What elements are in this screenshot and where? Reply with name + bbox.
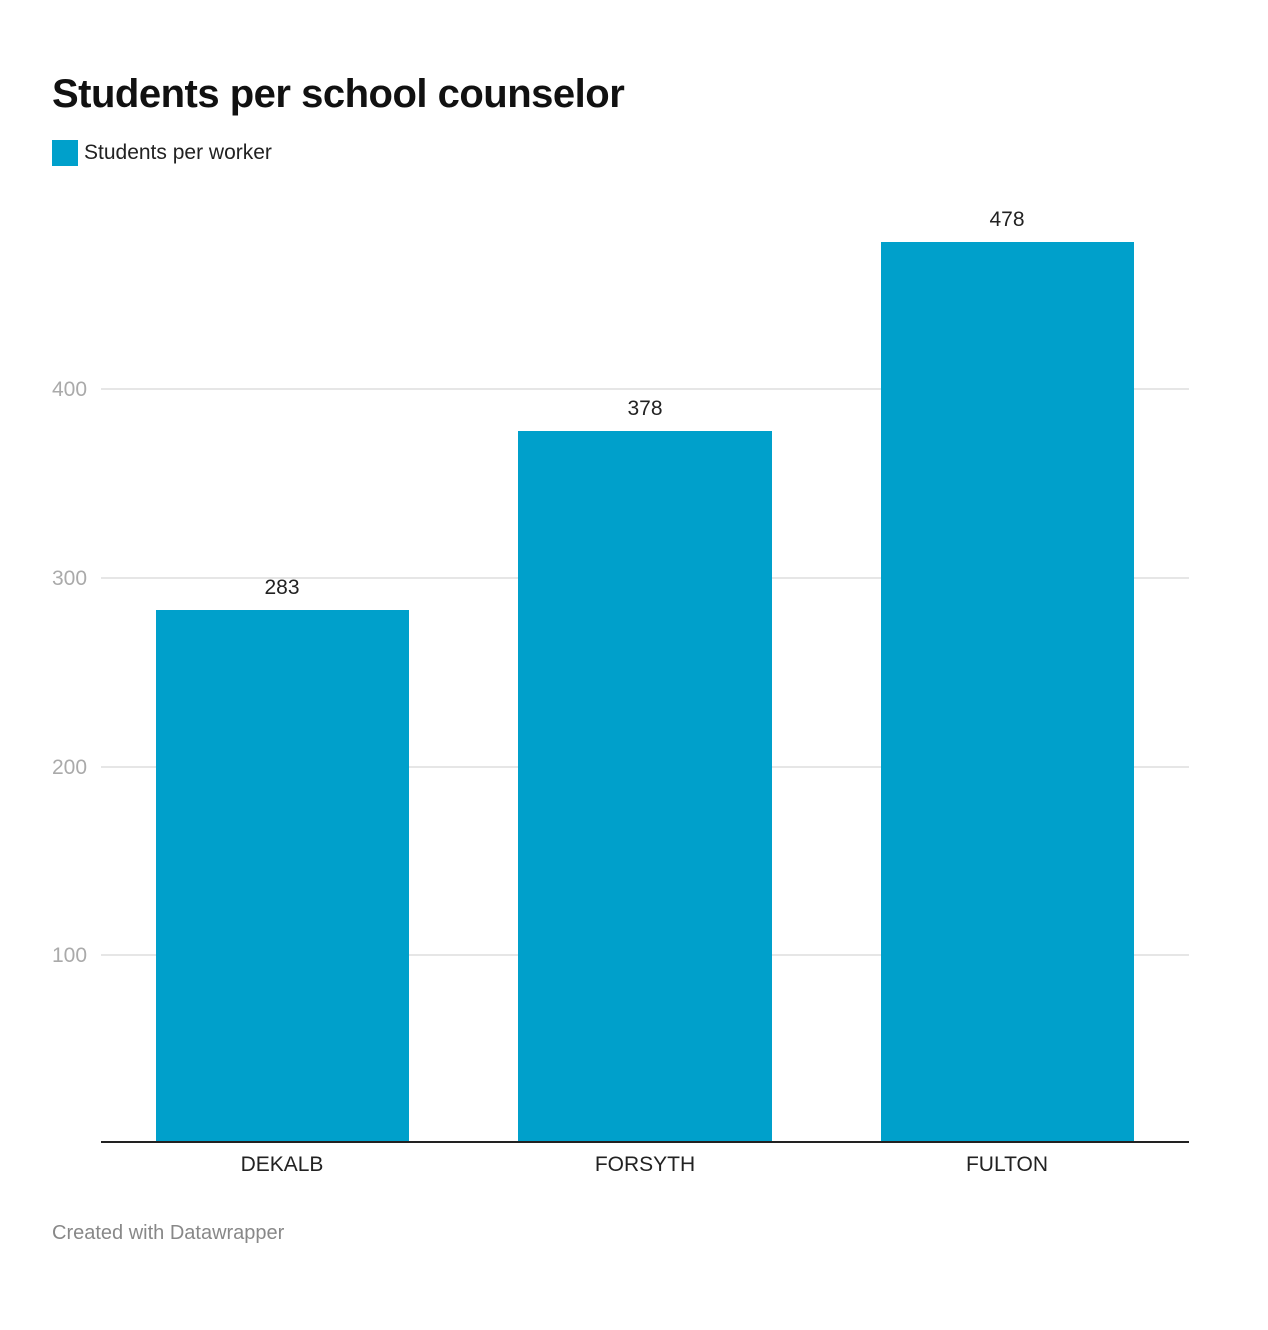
gridline-400 xyxy=(101,388,1189,390)
bar-value-label: 478 xyxy=(989,208,1025,231)
bar-forsyth[interactable] xyxy=(518,431,772,1142)
x-tick-label: FULTON xyxy=(965,1153,1049,1176)
bar-value-label: 283 xyxy=(264,576,300,599)
chart-title: Students per school counselor xyxy=(52,72,625,116)
x-tick-label: DEKALB xyxy=(240,1153,324,1176)
bar-value-label: 378 xyxy=(627,397,663,420)
y-tick-label: 100 xyxy=(52,944,88,967)
legend-label: Students per worker xyxy=(84,141,272,164)
x-tick-label: FORSYTH xyxy=(594,1153,696,1176)
x-axis-line xyxy=(101,1141,1189,1143)
bar-fulton[interactable] xyxy=(881,242,1134,1142)
y-tick-label: 200 xyxy=(52,756,88,779)
legend-swatch-icon xyxy=(52,140,78,166)
y-tick-label: 300 xyxy=(52,567,88,590)
legend: Students per worker xyxy=(52,140,272,166)
y-tick-label: 400 xyxy=(52,378,88,401)
footer-credit: Created with Datawrapper xyxy=(52,1222,285,1244)
bar-dekalb[interactable] xyxy=(156,610,409,1142)
